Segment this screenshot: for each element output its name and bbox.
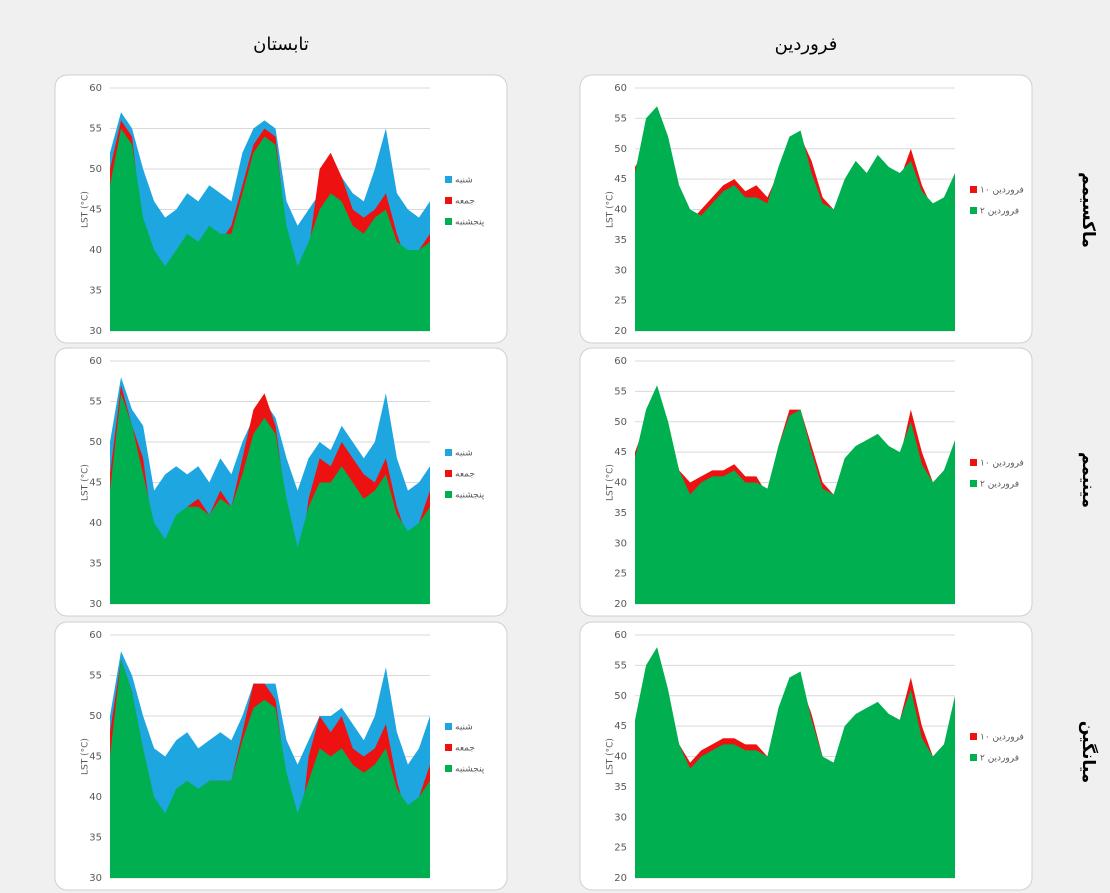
y-tick-label: 50	[614, 417, 627, 428]
y-tick-label: 55	[614, 660, 627, 671]
y-tick-label: 50	[614, 144, 627, 155]
y-tick-label: 35	[89, 559, 102, 570]
legend-swatch	[445, 723, 452, 730]
legend-label: جمعه	[455, 197, 475, 207]
legend-swatch	[970, 754, 977, 761]
y-tick-label: 60	[614, 83, 627, 94]
legend-swatch	[970, 480, 977, 487]
y-tick-label: 40	[89, 792, 102, 803]
legend-label: ۲ فروردین	[980, 480, 1019, 490]
row-header: ماکسیمم	[1078, 172, 1098, 248]
legend-swatch	[445, 449, 452, 456]
y-tick-label: 45	[89, 478, 102, 489]
legend-label: ۱۰ فروردین	[980, 186, 1024, 196]
y-tick-label: 25	[614, 296, 627, 307]
legend-label: شنبه	[455, 176, 473, 186]
legend-swatch	[445, 218, 452, 225]
y-tick-label: 20	[614, 873, 627, 884]
y-tick-label: 30	[89, 326, 102, 337]
y-tick-label: 35	[614, 782, 627, 793]
y-tick-label: 55	[614, 386, 627, 397]
y-axis-title: LST (°C)	[81, 191, 91, 228]
legend-label: جمعه	[455, 744, 475, 754]
area	[635, 385, 955, 604]
y-axis-title: LST (°C)	[606, 738, 616, 775]
legend-swatch	[445, 491, 452, 498]
y-tick-label: 45	[614, 447, 627, 458]
legend-label: پنجشنبه	[455, 765, 485, 775]
legend-label: شنبه	[455, 449, 473, 459]
y-tick-label: 35	[89, 286, 102, 297]
y-tick-label: 60	[614, 630, 627, 641]
y-tick-label: 35	[614, 235, 627, 246]
y-tick-label: 55	[89, 671, 102, 682]
legend-swatch	[445, 744, 452, 751]
y-tick-label: 55	[89, 124, 102, 135]
area	[635, 106, 955, 331]
y-tick-label: 35	[89, 833, 102, 844]
y-axis-title: LST (°C)	[81, 464, 91, 501]
legend-label: شنبه	[455, 723, 473, 733]
legend-swatch	[445, 470, 452, 477]
y-tick-label: 30	[89, 873, 102, 884]
y-tick-label: 25	[614, 843, 627, 854]
y-tick-label: 60	[614, 356, 627, 367]
y-tick-label: 50	[89, 711, 102, 722]
y-tick-label: 30	[614, 538, 627, 549]
legend-swatch	[970, 733, 977, 740]
y-tick-label: 40	[89, 245, 102, 256]
area	[635, 647, 955, 878]
y-tick-label: 55	[614, 113, 627, 124]
y-tick-label: 45	[89, 752, 102, 763]
area	[110, 393, 430, 604]
y-tick-label: 25	[614, 569, 627, 580]
y-tick-label: 40	[614, 478, 627, 489]
area	[110, 659, 430, 878]
legend-label: ۲ فروردین	[980, 754, 1019, 764]
column-header: تابستان	[253, 34, 309, 55]
y-tick-label: 30	[89, 599, 102, 610]
legend-label: ۱۰ فروردین	[980, 459, 1024, 469]
row-header: مینیمم	[1078, 452, 1098, 508]
legend-label: ۱۰ فروردین	[980, 733, 1024, 743]
y-tick-label: 30	[614, 265, 627, 276]
y-tick-label: 40	[614, 205, 627, 216]
y-axis-title: LST (°C)	[606, 464, 616, 501]
y-tick-label: 60	[89, 83, 102, 94]
y-tick-label: 30	[614, 812, 627, 823]
y-tick-label: 35	[614, 508, 627, 519]
y-tick-label: 50	[614, 691, 627, 702]
y-tick-label: 60	[89, 630, 102, 641]
y-axis-title: LST (°C)	[606, 191, 616, 228]
area	[110, 128, 430, 331]
legend-swatch	[445, 765, 452, 772]
legend-swatch	[445, 176, 452, 183]
row-header: میانگین	[1078, 721, 1099, 783]
legend-label: پنجشنبه	[455, 218, 485, 228]
y-tick-label: 60	[89, 356, 102, 367]
legend-swatch	[970, 207, 977, 214]
y-axis-title: LST (°C)	[81, 738, 91, 775]
legend-label: جمعه	[455, 470, 475, 480]
y-tick-label: 40	[89, 518, 102, 529]
legend-swatch	[970, 186, 977, 193]
y-tick-label: 40	[614, 752, 627, 763]
y-tick-label: 45	[614, 721, 627, 732]
legend-swatch	[445, 197, 452, 204]
column-header: فروردین	[775, 34, 838, 55]
y-tick-label: 20	[614, 599, 627, 610]
y-tick-label: 50	[89, 437, 102, 448]
y-tick-label: 45	[89, 205, 102, 216]
legend-label: پنجشنبه	[455, 491, 485, 501]
y-tick-label: 55	[89, 397, 102, 408]
y-tick-label: 45	[614, 174, 627, 185]
legend-swatch	[970, 459, 977, 466]
y-tick-label: 20	[614, 326, 627, 337]
y-tick-label: 50	[89, 164, 102, 175]
legend-label: ۲ فروردین	[980, 207, 1019, 217]
